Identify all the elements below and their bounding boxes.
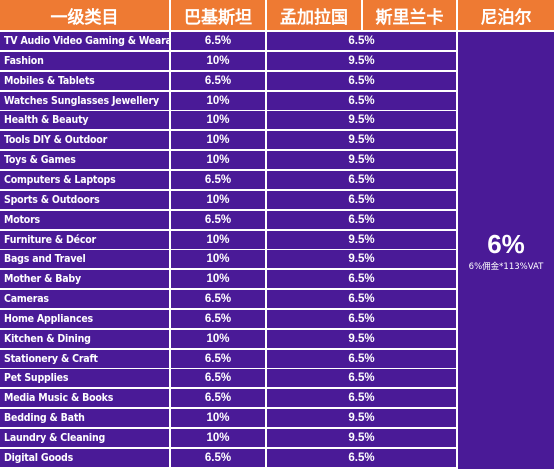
header-srilanka: 斯里兰卡 <box>363 0 456 30</box>
pakistan-rate-cell: 6.5% <box>171 290 265 308</box>
header-pakistan: 巴基斯坦 <box>171 0 265 30</box>
pakistan-rate-cell: 6.5% <box>171 369 265 387</box>
category-cell: Computers & Laptops <box>0 171 169 189</box>
bangladesh-srilanka-rate-cell: 6.5% <box>267 350 456 368</box>
nepal-rate: 6% <box>487 228 525 259</box>
pakistan-rate-cell: 10% <box>171 250 265 268</box>
pakistan-rate-cell: 6.5% <box>171 350 265 368</box>
bangladesh-srilanka-rate-cell: 6.5% <box>267 211 456 229</box>
category-cell: Sports & Outdoors <box>0 191 169 209</box>
pakistan-rate-cell: 10% <box>171 111 265 129</box>
category-cell: Toys & Games <box>0 151 169 169</box>
category-cell: Bags and Travel <box>0 250 169 268</box>
bangladesh-srilanka-rate-cell: 6.5% <box>267 92 456 110</box>
category-cell: Watches Sunglasses Jewellery <box>0 92 169 110</box>
bangladesh-srilanka-rate-cell: 6.5% <box>267 171 456 189</box>
category-cell: Bedding & Bath <box>0 409 169 427</box>
bangladesh-srilanka-rate-cell: 6.5% <box>267 191 456 209</box>
nepal-rate-cell: 6% 6%佣金*113%VAT <box>458 32 554 469</box>
bangladesh-srilanka-rate-cell: 6.5% <box>267 449 456 467</box>
pakistan-rate-cell: 6.5% <box>171 211 265 229</box>
bangladesh-srilanka-rate-cell: 6.5% <box>267 389 456 407</box>
pakistan-rate-cell: 10% <box>171 151 265 169</box>
category-cell: Tools DIY & Outdoor <box>0 131 169 149</box>
bangladesh-srilanka-rate-cell: 9.5% <box>267 429 456 447</box>
pakistan-rate-cell: 6.5% <box>171 449 265 467</box>
bangladesh-srilanka-rate-cell: 9.5% <box>267 409 456 427</box>
bangladesh-srilanka-rate-cell: 6.5% <box>267 32 456 50</box>
bangladesh-srilanka-rate-cell: 9.5% <box>267 111 456 129</box>
bangladesh-srilanka-rate-cell: 6.5% <box>267 369 456 387</box>
category-cell: Media Music & Books <box>0 389 169 407</box>
header-bangladesh: 孟加拉国 <box>267 0 361 30</box>
pakistan-rate-cell: 6.5% <box>171 72 265 90</box>
bangladesh-srilanka-rate-cell: 9.5% <box>267 250 456 268</box>
bangladesh-srilanka-rate-cell: 9.5% <box>267 131 456 149</box>
bangladesh-srilanka-rate-cell: 9.5% <box>267 231 456 249</box>
pakistan-rate-cell: 10% <box>171 270 265 288</box>
category-cell: Motors <box>0 211 169 229</box>
pakistan-rate-cell: 10% <box>171 92 265 110</box>
bangladesh-srilanka-rate-cell: 9.5% <box>267 151 456 169</box>
pakistan-rate-cell: 6.5% <box>171 389 265 407</box>
pakistan-rate-cell: 6.5% <box>171 32 265 50</box>
category-cell: Health & Beauty <box>0 111 169 129</box>
category-cell: Kitchen & Dining <box>0 330 169 348</box>
category-cell: Stationery & Craft <box>0 350 169 368</box>
category-cell: Cameras <box>0 290 169 308</box>
bangladesh-srilanka-rate-cell: 9.5% <box>267 330 456 348</box>
category-cell: Mobiles & Tablets <box>0 72 169 90</box>
header-category: 一级类目 <box>0 0 169 30</box>
pakistan-rate-cell: 10% <box>171 429 265 447</box>
pakistan-rate-cell: 6.5% <box>171 171 265 189</box>
category-cell: Fashion <box>0 52 169 70</box>
category-cell: Laundry & Cleaning <box>0 429 169 447</box>
pakistan-rate-cell: 10% <box>171 231 265 249</box>
bangladesh-srilanka-rate-cell: 6.5% <box>267 270 456 288</box>
header-nepal: 尼泊尔 <box>458 0 554 30</box>
pakistan-rate-cell: 10% <box>171 409 265 427</box>
pakistan-rate-cell: 10% <box>171 330 265 348</box>
pakistan-rate-cell: 10% <box>171 52 265 70</box>
bangladesh-srilanka-rate-cell: 6.5% <box>267 290 456 308</box>
category-cell: Pet Supplies <box>0 369 169 387</box>
category-cell: TV Audio Video Gaming & Wearables <box>0 32 169 50</box>
pakistan-rate-cell: 6.5% <box>171 310 265 328</box>
nepal-rate-note: 6%佣金*113%VAT <box>468 261 544 272</box>
pakistan-rate-cell: 10% <box>171 191 265 209</box>
bangladesh-srilanka-rate-cell: 9.5% <box>267 52 456 70</box>
bangladesh-srilanka-rate-cell: 6.5% <box>267 310 456 328</box>
category-cell: Furniture & Décor <box>0 231 169 249</box>
pakistan-rate-cell: 10% <box>171 131 265 149</box>
bangladesh-srilanka-rate-cell: 6.5% <box>267 72 456 90</box>
category-cell: Digital Goods <box>0 449 169 467</box>
category-cell: Mother & Baby <box>0 270 169 288</box>
category-cell: Home Appliances <box>0 310 169 328</box>
